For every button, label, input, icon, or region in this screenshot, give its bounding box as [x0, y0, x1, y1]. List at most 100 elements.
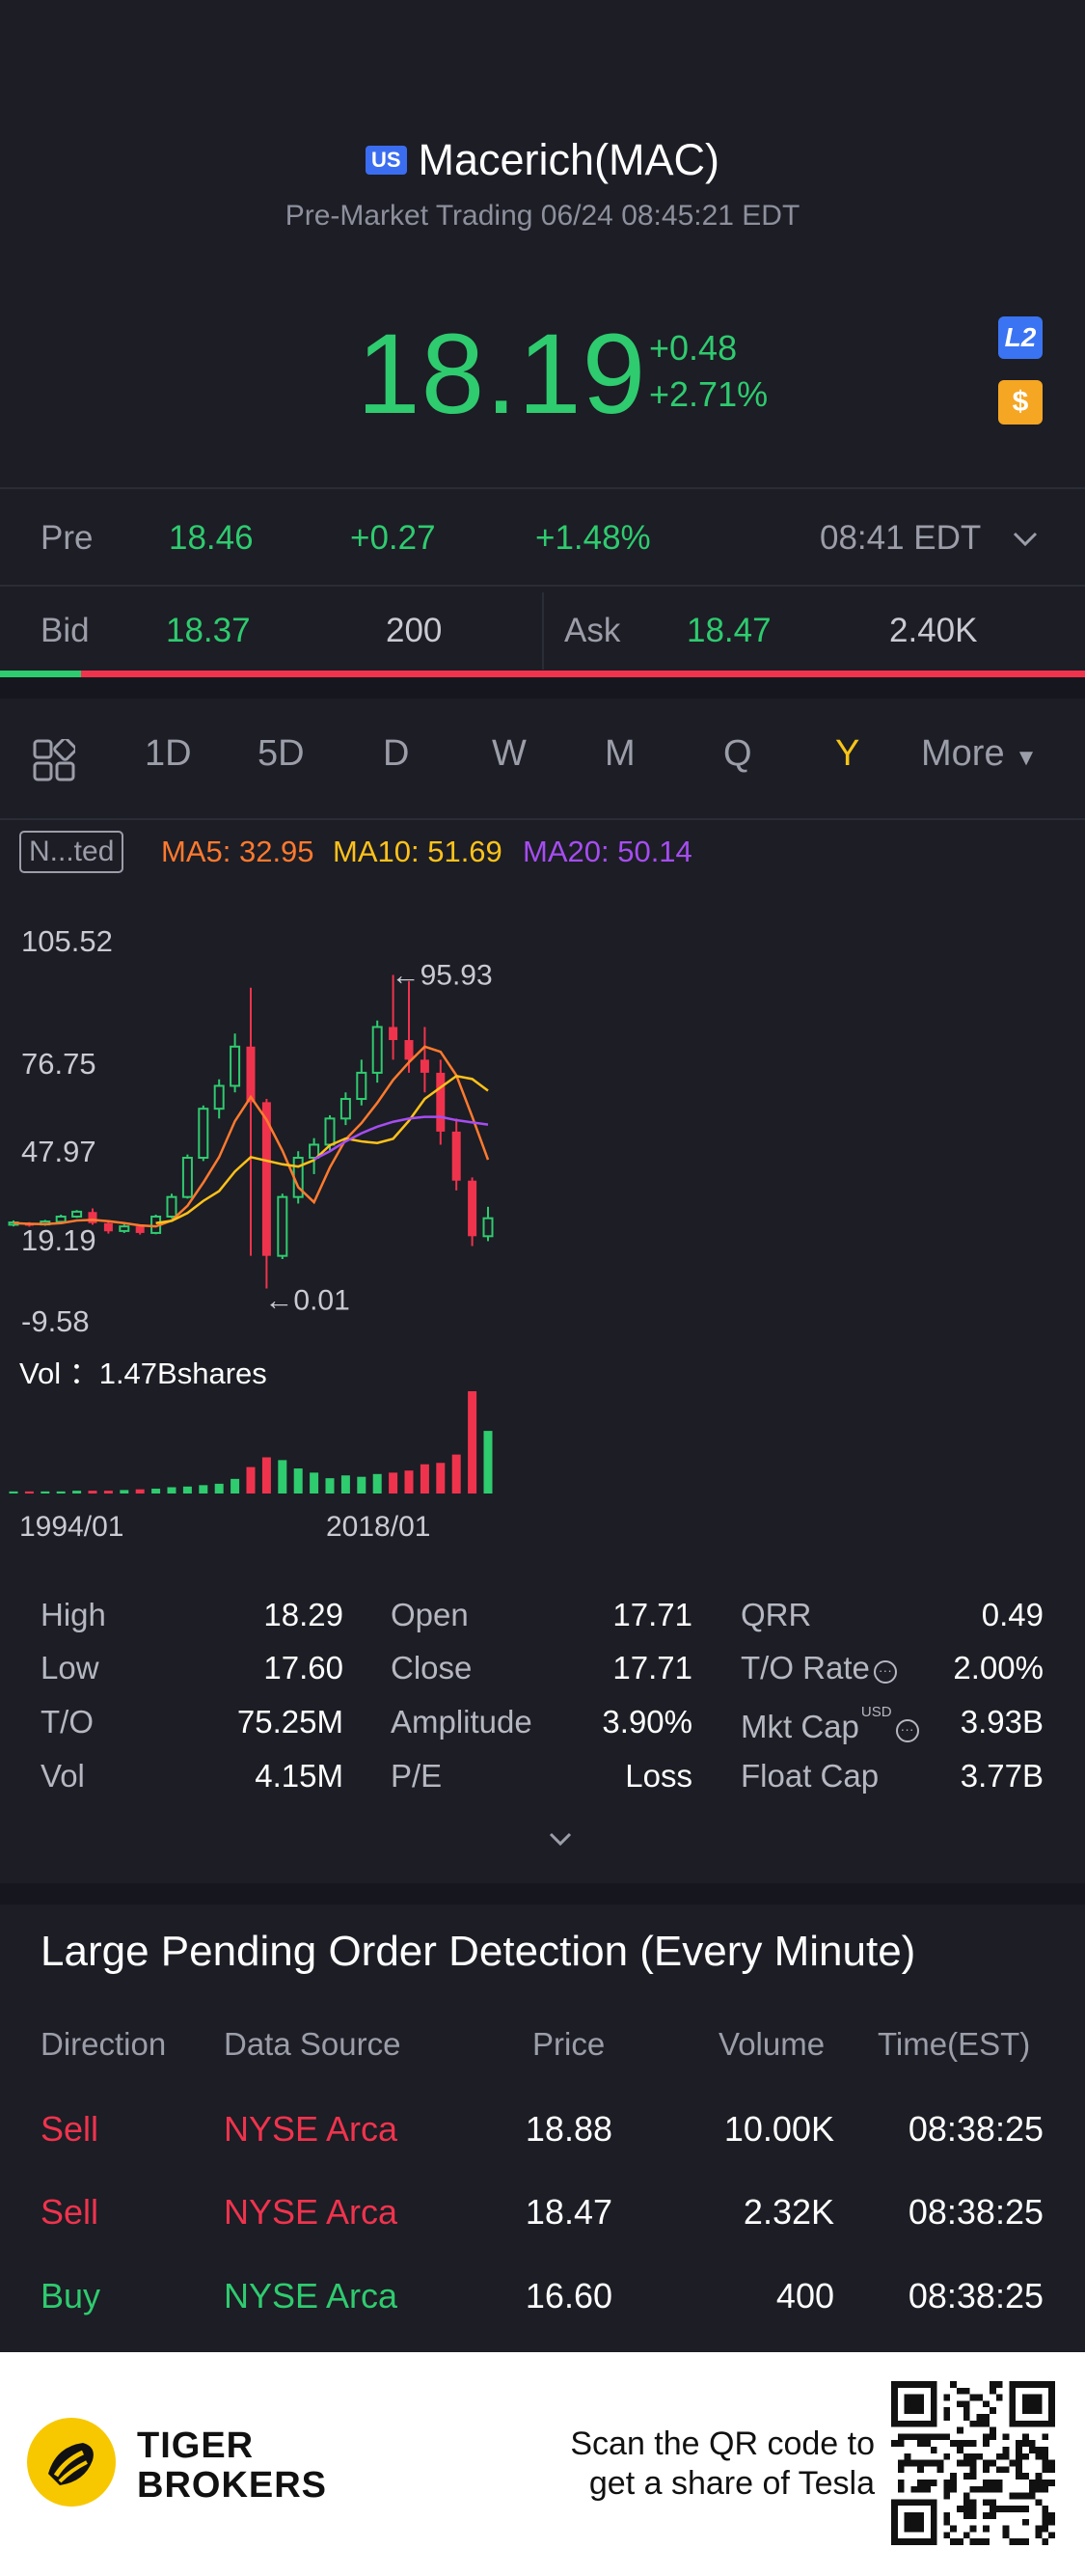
info-icon[interactable]: ···	[873, 1660, 897, 1684]
volume-bar	[278, 1460, 287, 1494]
order-price: 16.60	[525, 2276, 612, 2316]
order-direction: Sell	[41, 2109, 99, 2149]
volume-bar	[151, 1488, 161, 1494]
volume-bar	[310, 1472, 319, 1494]
pre-change: +0.27	[350, 519, 436, 557]
stat-close-label: Close	[391, 1650, 473, 1685]
ma20-label: MA20: 50.14	[523, 835, 692, 868]
section-gap	[0, 1883, 1085, 1905]
volume-bar	[214, 1483, 224, 1494]
volume-bar	[24, 1491, 34, 1494]
price-change: +0.48	[649, 328, 738, 368]
volume-bar	[389, 1472, 398, 1494]
stat-mkt-cap-value: 3.93B	[960, 1704, 1044, 1740]
usd-superscript: USD	[860, 1704, 892, 1720]
stat-high-value: 18.29	[263, 1597, 343, 1632]
candle	[436, 1072, 446, 1132]
brand-line-2: BROKERS	[137, 2465, 328, 2506]
divider	[542, 592, 544, 670]
tab-w[interactable]: W	[492, 733, 527, 774]
promo-footer[interactable]: TIGER BROKERS Scan the QR code to get a …	[0, 2352, 1085, 2576]
candle	[309, 1143, 320, 1160]
ma10-label: MA10: 51.69	[333, 835, 502, 868]
chart-layout-icon[interactable]	[33, 739, 75, 781]
candle	[213, 1084, 225, 1110]
indicator-selector[interactable]: N...ted	[19, 831, 124, 873]
x-tick: 2018/01	[326, 1511, 431, 1543]
bid-price: 18.37	[166, 612, 251, 649]
tab-d[interactable]: D	[383, 733, 410, 774]
scan-text-line-1: Scan the QR code to	[570, 2425, 875, 2462]
info-icon[interactable]: ···	[895, 1719, 919, 1742]
pre-market-row[interactable]: Pre 18.46 +0.27 +1.48% 08:41 EDT	[0, 492, 1085, 585]
candle	[339, 1098, 351, 1120]
chevron-down-icon[interactable]	[1013, 531, 1038, 548]
stat-float-cap-label: Float Cap	[741, 1758, 880, 1794]
tab-5d[interactable]: 5D	[258, 733, 305, 774]
volume-bar	[420, 1464, 429, 1494]
level2-icon[interactable]: L2	[998, 316, 1043, 359]
candle	[356, 1071, 367, 1101]
y-tick: -9.58	[21, 1304, 90, 1338]
tab-m[interactable]: M	[605, 733, 636, 774]
pre-price: 18.46	[169, 519, 254, 557]
order-source: NYSE Arca	[224, 2276, 398, 2316]
order-volume: 2.32K	[743, 2192, 834, 2232]
ma20-line	[313, 1115, 489, 1161]
volume-bar	[182, 1486, 192, 1494]
dollar-icon[interactable]: $	[998, 380, 1043, 425]
qr-code[interactable]	[891, 2381, 1055, 2545]
stat-mkt-cap-label: Mkt Cap	[741, 1709, 859, 1744]
section-gap	[0, 677, 1085, 699]
volume-bar	[357, 1476, 366, 1494]
tab-1d[interactable]: 1D	[145, 733, 192, 774]
order-direction: Buy	[41, 2276, 101, 2316]
stat-to-label: T/O	[41, 1704, 94, 1740]
stat-open-value: 17.71	[612, 1597, 692, 1632]
order-price: 18.47	[525, 2192, 612, 2232]
tab-q[interactable]: Q	[723, 733, 752, 774]
candle	[468, 1180, 477, 1237]
caret-down-icon: ▼	[1015, 745, 1038, 771]
tiger-logo	[27, 2418, 116, 2507]
y-tick: 47.97	[21, 1135, 96, 1168]
ma10-line	[155, 1074, 489, 1225]
candle	[55, 1215, 67, 1223]
expand-chevron-icon[interactable]	[548, 1826, 573, 1851]
stat-high-label: High	[41, 1597, 106, 1632]
brand-line-1: TIGER	[137, 2425, 255, 2466]
orders-title: Large Pending Order Detection (Every Min…	[41, 1928, 916, 1975]
high-annotation: ←95.93	[392, 959, 493, 991]
candle	[371, 1026, 383, 1074]
volume-bar	[56, 1491, 66, 1494]
stat-to-rate-value: 2.00%	[953, 1650, 1044, 1685]
volume-bar	[372, 1473, 382, 1494]
ask-price: 18.47	[687, 612, 772, 649]
candle	[103, 1222, 113, 1232]
y-tick: 105.52	[21, 924, 113, 958]
price-change-pct: +2.71%	[649, 374, 769, 414]
candle	[451, 1131, 461, 1181]
candle	[135, 1226, 145, 1233]
tab-more[interactable]: More ▼	[921, 733, 1038, 775]
candle	[71, 1210, 83, 1218]
tab-y[interactable]: Y	[835, 733, 860, 774]
tab-more-label: More	[921, 733, 1005, 774]
divider	[0, 818, 1085, 820]
orders-header-direction: Direction	[41, 2026, 167, 2062]
stat-qrr-value: 0.49	[981, 1597, 1044, 1632]
candle	[482, 1217, 494, 1238]
candlestick-chart[interactable]: ←95.93 ←0.01	[0, 917, 540, 1505]
candle	[246, 1046, 256, 1103]
candle	[420, 1059, 429, 1073]
y-tick: 76.75	[21, 1047, 96, 1081]
bid-ask-ratio-bar	[0, 671, 1085, 677]
stat-pe-label: P/E	[391, 1758, 443, 1794]
volume-label: Vol ：1.47Bshares	[19, 1357, 267, 1390]
candle	[181, 1157, 193, 1198]
stat-float-cap-value: 3.77B	[960, 1758, 1044, 1794]
order-time: 08:38:25	[908, 2276, 1044, 2316]
candle	[88, 1212, 97, 1223]
stat-open-label: Open	[391, 1597, 469, 1632]
candle	[389, 1027, 398, 1041]
